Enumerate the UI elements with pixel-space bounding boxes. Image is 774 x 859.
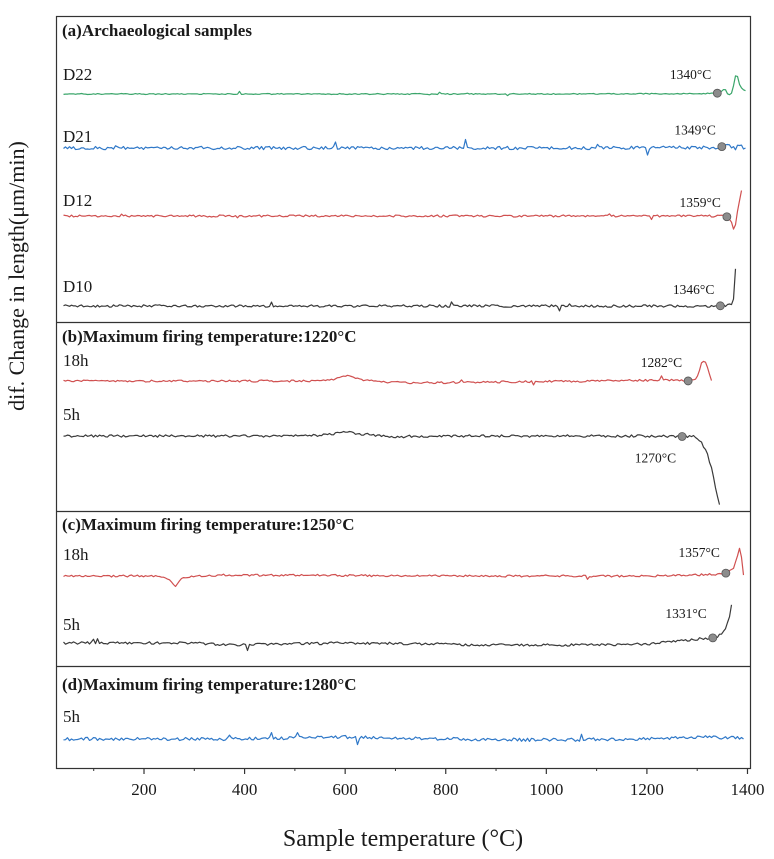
series-line-d21-panel-1 xyxy=(63,138,746,156)
panel-title: (a)Archaeological samples xyxy=(62,21,252,40)
onset-marker xyxy=(677,432,687,441)
onset-marker xyxy=(721,568,731,578)
series-line-5h-panel-2 xyxy=(63,430,721,505)
x-tick-label: 1400 xyxy=(730,780,764,799)
series-label: 18h xyxy=(63,545,89,564)
panel-title: (b)Maximum firing temperature:1220°C xyxy=(62,327,356,346)
series-label: D21 xyxy=(63,127,92,146)
x-tick-label: 1000 xyxy=(529,780,563,799)
onset-marker xyxy=(712,88,722,98)
series-line-5h-panel-3 xyxy=(63,604,733,652)
panel-title: (c)Maximum firing temperature:1250°C xyxy=(62,515,355,534)
annotation-layer: (a)Archaeological samples D22 1340°C D21 134… xyxy=(56,21,750,726)
series-label: 5h xyxy=(63,615,81,634)
onset-marker xyxy=(683,376,693,386)
series-line-d22-panel-1 xyxy=(63,75,746,97)
series-line-18h-panel-2 xyxy=(63,360,713,386)
onset-label: 1340°C xyxy=(670,67,711,82)
y-axis-title: dif. Change in length(μm/min) xyxy=(4,141,29,411)
series-label: 5h xyxy=(63,707,81,726)
series-label: 5h xyxy=(63,405,81,424)
onset-label: 1346°C xyxy=(673,282,714,297)
series-label: D10 xyxy=(63,277,92,296)
series-line-5h-panel-4 xyxy=(63,732,744,746)
onset-label: 1357°C xyxy=(678,545,719,560)
series-label: D12 xyxy=(63,191,92,210)
x-tick-label: 800 xyxy=(433,780,459,799)
series-line-d12-panel-1 xyxy=(63,190,743,230)
onset-marker xyxy=(708,633,718,643)
series-line-18h-panel-3 xyxy=(63,547,745,588)
onset-marker xyxy=(722,212,732,222)
x-tick-label: 200 xyxy=(131,780,157,799)
x-tick-label: 400 xyxy=(232,780,258,799)
onset-marker xyxy=(717,142,727,152)
onset-label: 1270°C xyxy=(635,450,676,465)
onset-label: 1282°C xyxy=(641,355,682,370)
onset-label: 1331°C xyxy=(665,606,706,621)
onset-label: 1359°C xyxy=(679,195,720,210)
x-axis: 200 400 600 800 1000 1200 1400 xyxy=(93,768,764,799)
x-axis-title: Sample temperature (°C) xyxy=(283,826,523,852)
series-line-d10-panel-1 xyxy=(63,268,737,312)
plot-frame xyxy=(55,15,752,770)
onset-label: 1349°C xyxy=(674,123,715,138)
onset-marker xyxy=(715,301,725,311)
panel-title: (d)Maximum firing temperature:1280°C xyxy=(62,675,356,694)
series-label: 18h xyxy=(63,351,89,370)
x-tick-label: 1200 xyxy=(630,780,664,799)
series-label: D22 xyxy=(63,65,92,84)
x-tick-label: 600 xyxy=(332,780,358,799)
trace-layer xyxy=(63,75,746,746)
